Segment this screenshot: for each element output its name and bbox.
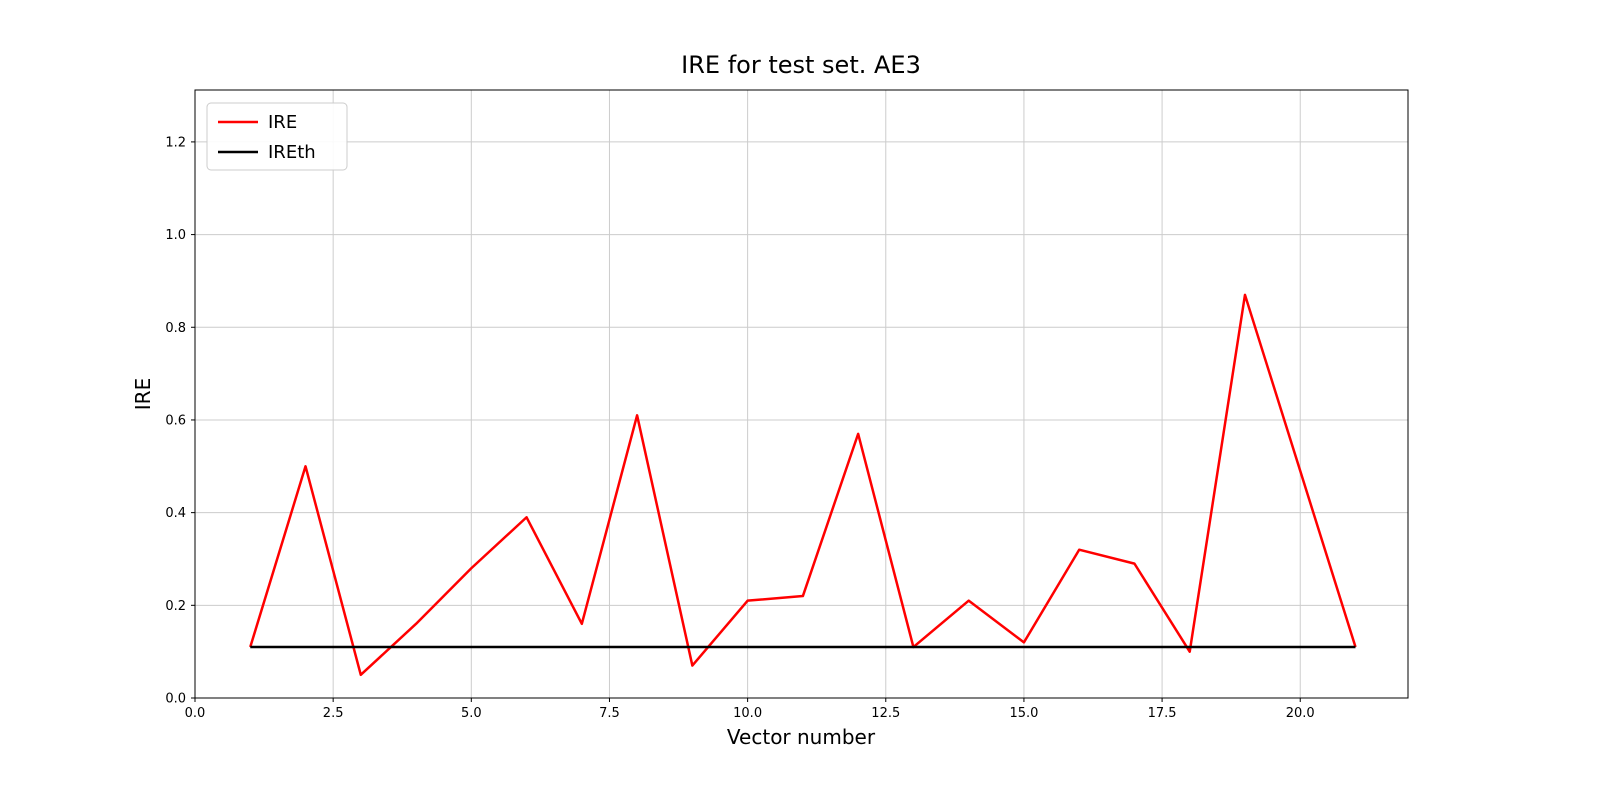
x-tick-label: 5.0 — [461, 706, 482, 721]
x-tick-label: 17.5 — [1148, 706, 1177, 721]
y-axis-label: IRE — [131, 378, 155, 410]
legend-label-ireth: IREth — [268, 142, 316, 163]
legend: IRE IREth — [206, 102, 348, 171]
y-tick-label: 0.0 — [165, 692, 186, 707]
series-line-ire — [249, 293, 1357, 677]
x-axis-label: Vector number — [727, 725, 876, 749]
series-layer — [249, 293, 1357, 677]
x-tick-label: 12.5 — [871, 706, 900, 721]
x-tick-label: 2.5 — [323, 706, 344, 721]
y-tick-label: 1.0 — [165, 228, 186, 243]
y-tick-label: 1.2 — [165, 135, 186, 150]
x-tick-label: 0.0 — [185, 706, 206, 721]
x-tick-label: 7.5 — [599, 706, 620, 721]
chart-title: IRE for test set. AE3 — [681, 51, 921, 79]
tick-layer: 0.0 2.5 5.0 7.5 10.0 12.5 15.0 17.5 20.0 0.0 0.2 0.… — [165, 135, 1314, 721]
x-tick-label: 15.0 — [1009, 706, 1038, 721]
x-tick-label: 10.0 — [733, 706, 762, 721]
y-tick-label: 0.4 — [165, 506, 186, 521]
y-tick-label: 0.8 — [165, 321, 186, 336]
y-tick-label: 0.2 — [165, 599, 186, 614]
legend-label-ire: IRE — [268, 112, 297, 133]
plot-border — [194, 89, 1409, 699]
x-tick-label: 20.0 — [1286, 706, 1315, 721]
grid-layer — [194, 90, 1408, 699]
y-tick-label: 0.6 — [165, 413, 186, 428]
